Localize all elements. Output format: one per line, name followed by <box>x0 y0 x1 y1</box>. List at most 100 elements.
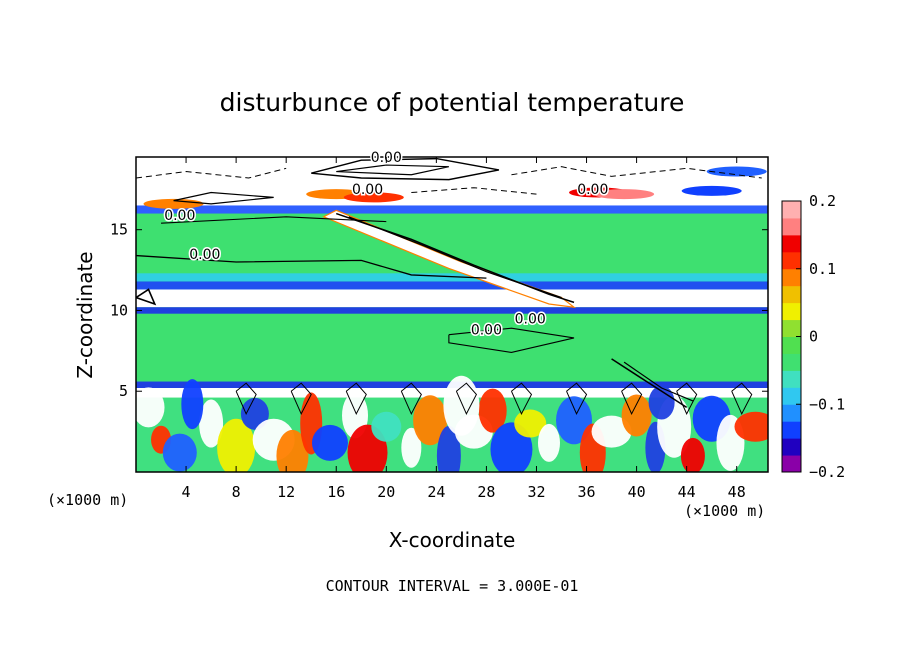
x-unit-left: (×1000 m) <box>47 491 128 509</box>
contour-line <box>290 382 312 416</box>
contour-line <box>336 164 449 176</box>
x-tick-label: 4 <box>182 483 191 501</box>
turbulence-blob <box>217 418 256 472</box>
contour-line <box>623 361 694 402</box>
contour-lines <box>136 157 762 416</box>
colorbar-segment <box>782 302 801 321</box>
y-tick-label: 15 <box>110 221 128 239</box>
turbulence-blob <box>276 429 309 472</box>
colorbar-segment <box>782 387 801 405</box>
contour-line <box>136 167 287 179</box>
y-tick-label: 10 <box>110 301 128 319</box>
colorbar-tick-label: 0.1 <box>809 260 836 278</box>
middle-blue-strip-bottom <box>136 307 768 314</box>
contour-label: 0.00 <box>352 182 383 198</box>
contour-label: 0.00 <box>577 182 608 198</box>
contour-line <box>676 382 698 416</box>
contour-label-group: 0.000.00 0.000.000.000.000.00 <box>163 148 610 340</box>
plot-frame <box>135 156 769 473</box>
contour-interval-note: CONTOUR INTERVAL = 3.000E-01 <box>326 577 579 595</box>
upper-streak <box>681 185 742 196</box>
upper-streak <box>706 166 767 177</box>
colorbar-tick-label: −0.2 <box>809 463 845 481</box>
x-tick-label: 16 <box>327 483 345 501</box>
contour-line <box>348 216 562 299</box>
plot-area <box>136 157 768 472</box>
x-tick-label: 8 <box>232 483 241 501</box>
turbulence-blob <box>591 415 632 448</box>
x-tick-label: 28 <box>477 483 495 501</box>
turbulence-blob <box>199 399 224 448</box>
contour-line <box>345 382 367 416</box>
turbulence-blob <box>648 385 675 420</box>
turbulence-blob <box>413 395 448 446</box>
colorbar-segment <box>782 404 801 422</box>
colorbar-segment <box>782 285 801 304</box>
colorbar: 0.2 0.1 0 −0.1 −0.2 <box>781 192 845 481</box>
contour-line <box>731 382 753 416</box>
field-bands <box>136 157 768 472</box>
turbulence-blob <box>478 388 507 433</box>
contour-line <box>455 382 478 416</box>
colorbar-segment <box>782 455 801 473</box>
turbulence-blob <box>181 379 204 430</box>
contour-label: 0.00 <box>189 247 220 263</box>
upper-streak <box>594 189 655 200</box>
x-tick-label: 40 <box>628 483 646 501</box>
colorbar-tick-label: −0.1 <box>809 395 845 413</box>
upper-white-region <box>136 157 768 211</box>
colorbar-segment <box>782 201 801 219</box>
chart-title: disturbunce of potential temperature <box>220 88 685 117</box>
contour-line <box>136 288 157 306</box>
upper-blue-strip <box>136 205 768 214</box>
x-tick-label: 44 <box>678 483 696 501</box>
turbulence-blob <box>443 375 480 436</box>
colorbar-segment <box>782 234 801 253</box>
contour-line <box>400 382 422 416</box>
contour-line <box>510 382 533 416</box>
contour-line <box>621 382 643 416</box>
x-tick-label: 48 <box>728 483 746 501</box>
x-tick-label: 36 <box>578 483 596 501</box>
colorbar-segment <box>782 438 801 456</box>
contour-line <box>173 191 274 205</box>
colorbar-segment <box>782 268 801 287</box>
contour-line <box>511 166 762 179</box>
contour-line <box>448 327 575 354</box>
contour-label: 0.00 <box>515 311 546 327</box>
turbulence-blob <box>514 409 547 438</box>
contour-label: 0.00 <box>164 208 195 224</box>
colorbar-segment <box>782 336 801 354</box>
upper-streak <box>343 192 404 203</box>
y-axis-ticks: 5 10 15 <box>110 221 768 400</box>
turbulence-blob <box>680 437 705 472</box>
x-tick-label: 24 <box>427 483 445 501</box>
x-tick-label: 20 <box>377 483 395 501</box>
turbulence-blob <box>401 427 422 468</box>
colorbar-segment <box>782 319 801 337</box>
x-axis-label: X-coordinate <box>389 528 516 552</box>
contour-line <box>411 187 537 195</box>
x-tick-label: 32 <box>527 483 545 501</box>
turbulence-blob <box>556 396 593 445</box>
turbulence-blob <box>311 424 348 461</box>
colorbar-segment <box>782 353 801 371</box>
turbulence-blob <box>162 433 197 472</box>
turbulence-blob <box>621 394 652 437</box>
contour-line <box>311 157 500 181</box>
middle-white-band <box>136 289 768 308</box>
colorbar-segment <box>782 421 801 439</box>
x-axis-ticks: 4 8 12 16 20 24 28 32 36 40 44 48 <box>182 157 746 501</box>
colorbar-tick-label: 0.2 <box>809 192 836 210</box>
contour-line <box>566 382 588 416</box>
contour-line <box>235 382 257 416</box>
colorbar-segment <box>782 217 801 236</box>
y-tick-label: 5 <box>119 382 128 400</box>
colorbar-segment <box>782 251 801 270</box>
contour-label: 0.00 <box>471 323 502 339</box>
contour-line <box>136 254 487 279</box>
x-unit-right: (×1000 m) <box>684 502 765 520</box>
turbulence-blob <box>240 397 269 430</box>
middle-blue-strip-top <box>136 281 768 290</box>
